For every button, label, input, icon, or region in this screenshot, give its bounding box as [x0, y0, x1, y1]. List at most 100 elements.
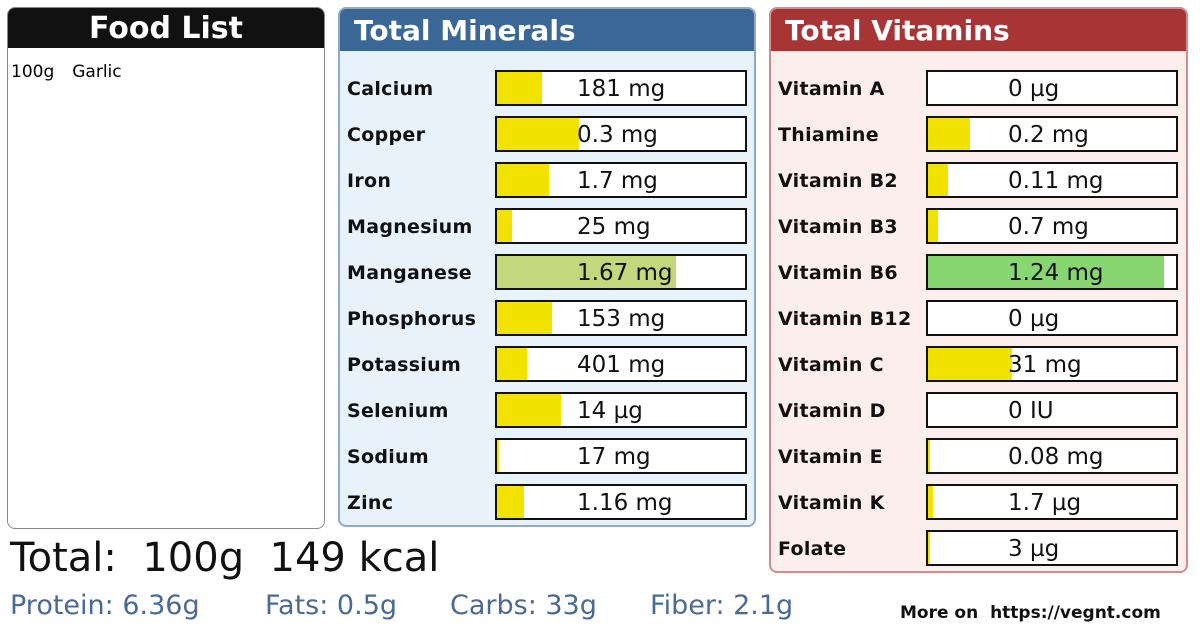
- vitamin-label: Vitamin B2: [778, 170, 898, 192]
- vitamin-row: Vitamin B3 0.7 mg: [771, 208, 1186, 244]
- mineral-label: Calcium: [347, 78, 434, 100]
- vitamin-bar: 31 mg: [926, 346, 1178, 382]
- mineral-value: 17 mg: [577, 444, 651, 470]
- vitamin-label: Folate: [778, 538, 847, 560]
- total-kcal: 149 kcal: [269, 535, 440, 581]
- vitamin-row: Vitamin B6 1.24 mg: [771, 254, 1186, 290]
- vitamin-value: 31 mg: [1008, 352, 1082, 378]
- mineral-value: 1.16 mg: [577, 490, 673, 516]
- vitamin-row: Vitamin A 0 µg: [771, 70, 1186, 106]
- vitamin-bar: 0.7 mg: [926, 208, 1178, 244]
- vitamin-bar: 0 µg: [926, 70, 1178, 106]
- vitamin-label: Vitamin B3: [778, 216, 898, 238]
- mineral-bar-fill: [497, 256, 676, 288]
- protein-value: Protein: 6.36g: [10, 590, 200, 621]
- vitamin-label: Vitamin B6: [778, 262, 898, 284]
- mineral-value: 153 mg: [577, 306, 666, 332]
- mineral-bar-fill: [497, 348, 527, 380]
- vitamin-value: 0.7 mg: [1008, 214, 1089, 240]
- mineral-label: Potassium: [347, 354, 462, 376]
- mineral-bar: 1.7 mg: [495, 162, 747, 198]
- mineral-bar: 1.67 mg: [495, 254, 747, 290]
- mineral-row: Calcium 181 mg: [340, 70, 754, 106]
- vitamin-bar-fill: [928, 348, 1013, 380]
- mineral-bar: 0.3 mg: [495, 116, 747, 152]
- mineral-bar-fill: [497, 164, 550, 196]
- food-item[interactable]: 100g Garlic: [8, 48, 324, 82]
- vitamins-title: Total Vitamins: [771, 9, 1186, 51]
- food-amount: 100g: [11, 62, 55, 82]
- minerals-panel: Total Minerals Calcium 181 mg Copper 0.3 mg…: [338, 7, 756, 527]
- vitamin-row: Vitamin B12 0 µg: [771, 300, 1186, 336]
- mineral-bar-fill: [497, 72, 542, 104]
- mineral-bar: 14 µg: [495, 392, 747, 428]
- mineral-bar-fill: [497, 302, 552, 334]
- mineral-label: Selenium: [347, 400, 449, 422]
- mineral-bar: 25 mg: [495, 208, 747, 244]
- mineral-value: 25 mg: [577, 214, 651, 240]
- mineral-bar: 1.16 mg: [495, 484, 747, 520]
- more-label: More on: [900, 603, 979, 623]
- mineral-label: Phosphorus: [347, 308, 477, 330]
- total-summary: Total: 100g 149 kcal: [10, 535, 439, 581]
- vitamin-bar: 1.24 mg: [926, 254, 1178, 290]
- vitamin-label: Vitamin A: [778, 78, 885, 100]
- vitamin-bar-fill: [928, 486, 933, 518]
- vitamin-bar: 3 µg: [926, 530, 1178, 566]
- fiber-value: Fiber: 2.1g: [650, 590, 794, 621]
- vitamin-value: 1.24 mg: [1008, 260, 1104, 286]
- vitamin-bar: 0.2 mg: [926, 116, 1178, 152]
- vitamin-value: 0 IU: [1008, 398, 1054, 424]
- mineral-value: 1.67 mg: [577, 260, 673, 286]
- food-list-panel: Food List 100g Garlic: [7, 7, 325, 529]
- mineral-row: Manganese 1.67 mg: [340, 254, 754, 290]
- vitamin-bar-fill: [928, 118, 971, 150]
- mineral-row: Zinc 1.16 mg: [340, 484, 754, 520]
- mineral-row: Potassium 401 mg: [340, 346, 754, 382]
- vitamin-bar: 0.11 mg: [926, 162, 1178, 198]
- carbs-value: Carbs: 33g: [450, 590, 597, 621]
- vitamin-row: Vitamin E 0.08 mg: [771, 438, 1186, 474]
- vitamin-label: Vitamin B12: [778, 308, 912, 330]
- vitamin-label: Vitamin D: [778, 400, 886, 422]
- vitamin-row: Thiamine 0.2 mg: [771, 116, 1186, 152]
- mineral-value: 401 mg: [577, 352, 666, 378]
- mineral-bar-fill: [497, 486, 525, 518]
- minerals-title: Total Minerals: [340, 9, 754, 51]
- mineral-value: 1.7 mg: [577, 168, 658, 194]
- mineral-label: Magnesium: [347, 216, 473, 238]
- mineral-value: 14 µg: [577, 398, 643, 424]
- mineral-bar: 153 mg: [495, 300, 747, 336]
- vitamin-bar-fill: [928, 532, 931, 564]
- vitamin-label: Thiamine: [778, 124, 879, 146]
- vitamin-label: Vitamin E: [778, 446, 883, 468]
- vitamin-value: 0.2 mg: [1008, 122, 1089, 148]
- more-info: More on https://vegnt.com: [900, 603, 1161, 623]
- vitamin-value: 3 µg: [1008, 536, 1060, 562]
- mineral-bar-fill: [497, 394, 562, 426]
- mineral-value: 0.3 mg: [577, 122, 658, 148]
- vitamin-row: Vitamin D 0 IU: [771, 392, 1186, 428]
- total-label: Total:: [10, 535, 117, 581]
- vitamin-row: Vitamin B2 0.11 mg: [771, 162, 1186, 198]
- mineral-label: Manganese: [347, 262, 472, 284]
- vitamin-value: 0 µg: [1008, 76, 1060, 102]
- vitamin-bar-fill: [928, 164, 948, 196]
- vitamin-value: 0 µg: [1008, 306, 1060, 332]
- vitamin-bar-fill: [928, 210, 938, 242]
- food-list-items: 100g Garlic: [8, 48, 324, 82]
- mineral-label: Copper: [347, 124, 426, 146]
- macros-summary: Protein: 6.36g Fats: 0.5g Carbs: 33g Fib…: [10, 590, 793, 621]
- mineral-bar-fill: [497, 118, 579, 150]
- mineral-row: Sodium 17 mg: [340, 438, 754, 474]
- food-name: Garlic: [72, 62, 122, 82]
- vitamin-bar-fill: [928, 256, 1164, 288]
- mineral-row: Phosphorus 153 mg: [340, 300, 754, 336]
- mineral-bar: 401 mg: [495, 346, 747, 382]
- food-list-title: Food List: [8, 8, 324, 48]
- website-link[interactable]: https://vegnt.com: [990, 603, 1161, 623]
- vitamin-row: Vitamin K 1.7 µg: [771, 484, 1186, 520]
- vitamin-value: 0.08 mg: [1008, 444, 1104, 470]
- vitamin-label: Vitamin C: [778, 354, 884, 376]
- mineral-bar: 17 mg: [495, 438, 747, 474]
